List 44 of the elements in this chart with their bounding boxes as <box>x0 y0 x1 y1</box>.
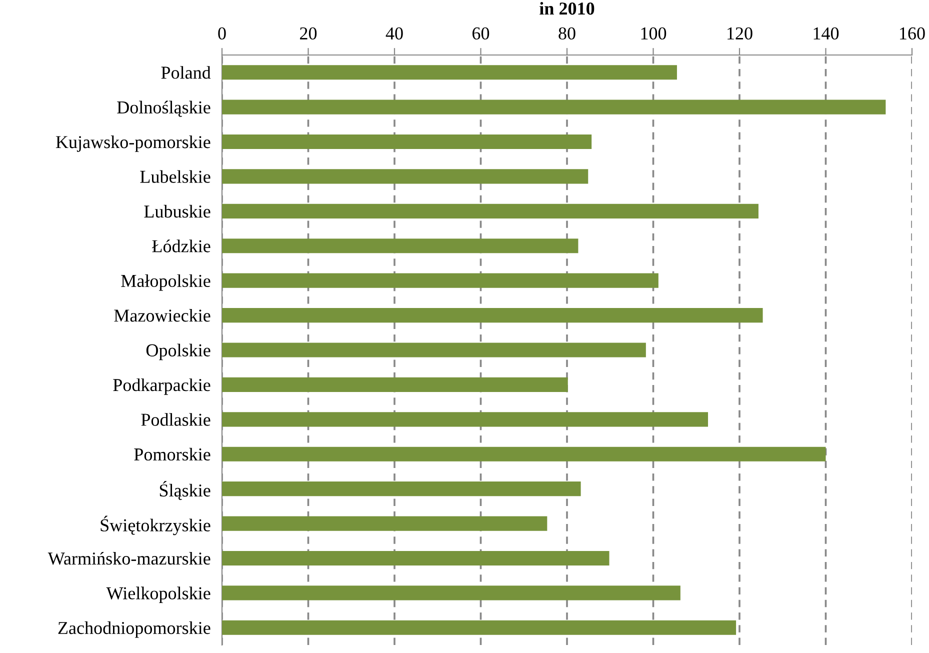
bar <box>222 65 677 80</box>
y-tick-label: Podlaskie <box>141 413 210 426</box>
bar <box>222 169 588 184</box>
bar <box>222 550 610 566</box>
bar <box>222 377 568 392</box>
y-tick-label: Śląskie <box>160 480 210 500</box>
x-tick-label: 100 <box>641 27 666 40</box>
bar <box>222 482 581 496</box>
x-tick-label: 80 <box>558 27 576 40</box>
y-tick-label: Lubuskie <box>144 204 210 218</box>
y-tick-label: Podkarpackie <box>113 378 210 395</box>
x-tick-label: 160 <box>900 27 925 40</box>
bar <box>222 100 886 114</box>
y-tick-label: Łódzkie <box>152 240 210 252</box>
y-tick-label: Mazowieckie <box>114 309 210 322</box>
x-tick-label: 60 <box>472 27 490 40</box>
x-tick-label: 0 <box>218 27 226 40</box>
bar <box>222 516 548 531</box>
y-tick-label: Świętokrzyskie <box>100 516 210 536</box>
y-tick-label: Kujawsko-pomorskie <box>56 136 210 152</box>
bar <box>222 238 578 254</box>
bar <box>222 134 592 150</box>
y-tick-label: Poland <box>161 66 211 79</box>
bar <box>222 342 646 358</box>
y-tick-label: Zachodniopomorskie <box>58 621 210 638</box>
bar <box>222 204 758 218</box>
y-tick-label: Opolskie <box>146 344 210 360</box>
y-tick-label: Warmińsko-mazurskie <box>48 552 210 565</box>
bar <box>222 620 736 635</box>
bar <box>222 412 708 427</box>
y-tick-label: Lubelskie <box>140 170 210 183</box>
y-tick-label: Wielkopolskie <box>106 586 210 604</box>
chart-title: in 2010 <box>540 2 594 15</box>
x-tick-label: 120 <box>728 27 752 40</box>
bar <box>222 586 680 600</box>
bar <box>222 273 658 288</box>
x-tick-label: 20 <box>300 27 317 40</box>
bar <box>222 308 763 323</box>
y-tick-label: Pomorskie <box>134 448 210 461</box>
y-tick-label: Dolnośląskie <box>117 100 210 117</box>
x-tick-label: 40 <box>386 27 403 40</box>
bar <box>222 446 826 462</box>
y-tick-label: Małopolskie <box>121 274 210 291</box>
x-tick-label: 140 <box>814 27 839 40</box>
